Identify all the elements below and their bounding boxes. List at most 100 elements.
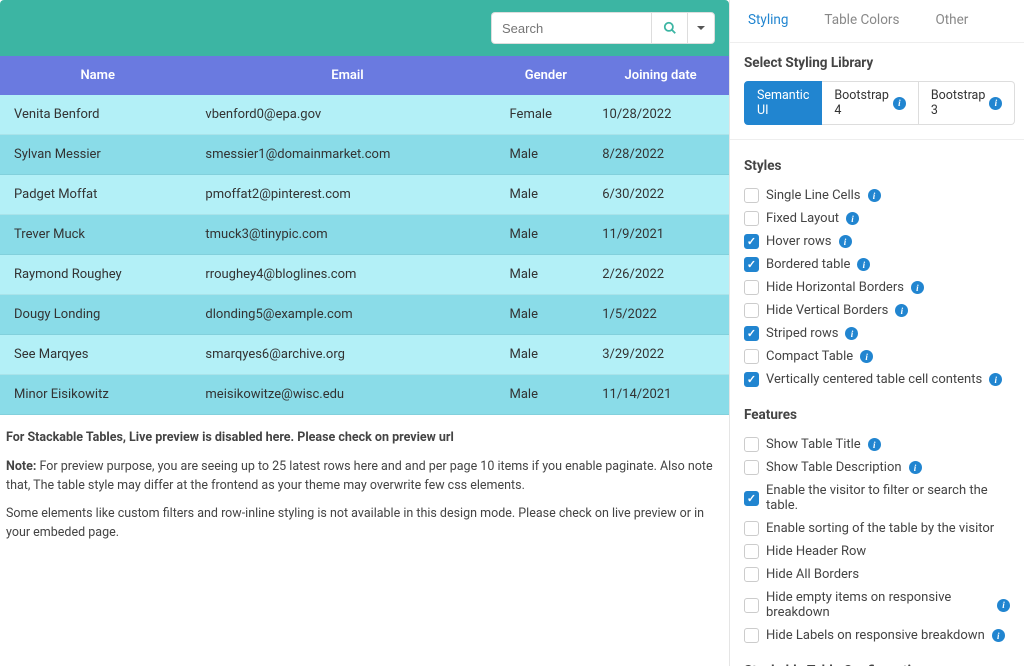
table-row[interactable]: Venita Benfordvbenford0@epa.govFemale10/…	[0, 95, 729, 135]
table-cell: 3/29/2022	[592, 335, 729, 375]
info-icon[interactable]	[989, 373, 1002, 386]
info-icon	[989, 97, 1002, 110]
stackable-section: Stackable Table Configuration Enable Sta…	[730, 651, 1024, 666]
checkbox-option[interactable]: Hide Header Row	[744, 540, 1010, 563]
checkbox-icon	[744, 521, 759, 536]
column-header[interactable]: Joining date	[592, 56, 729, 95]
table-row[interactable]: Sylvan Messiersmessier1@domainmarket.com…	[0, 135, 729, 175]
checkbox-icon	[744, 544, 759, 559]
column-header[interactable]: Gender	[500, 56, 593, 95]
checkbox-label: Hide empty items on responsive breakdown	[766, 590, 990, 620]
info-icon[interactable]	[909, 461, 922, 474]
table-cell: Male	[500, 255, 593, 295]
table-cell: Male	[500, 375, 593, 415]
library-option[interactable]: Semantic UI	[744, 81, 822, 125]
checkbox-option[interactable]: Fixed Layout	[744, 207, 1010, 230]
tab-other[interactable]: Other	[917, 0, 986, 42]
checkbox-icon	[744, 349, 759, 364]
table-cell: Male	[500, 215, 593, 255]
checkbox-icon	[744, 280, 759, 295]
info-icon[interactable]	[839, 235, 852, 248]
table-cell: Male	[500, 295, 593, 335]
table-cell: Dougy Londing	[0, 295, 195, 335]
checkbox-option[interactable]: Show Table Title	[744, 433, 1010, 456]
table-cell: 11/9/2021	[592, 215, 729, 255]
info-icon[interactable]	[846, 212, 859, 225]
data-table: NameEmailGenderJoining date Venita Benfo…	[0, 56, 729, 415]
settings-panel: StylingTable ColorsOther Select Styling …	[729, 0, 1024, 666]
info-icon[interactable]	[860, 350, 873, 363]
table-cell: 2/26/2022	[592, 255, 729, 295]
search-bar	[0, 0, 729, 56]
table-row[interactable]: Padget Moffatpmoffat2@pinterest.comMale6…	[0, 175, 729, 215]
checkbox-icon	[744, 567, 759, 582]
table-row[interactable]: Dougy Londingdlonding5@example.comMale1/…	[0, 295, 729, 335]
tab-table-colors[interactable]: Table Colors	[806, 0, 917, 42]
checkbox-label: Hover rows	[766, 234, 832, 249]
notes-line3: Some elements like custom filters and ro…	[6, 505, 723, 543]
checkbox-icon	[744, 257, 759, 272]
table-cell: dlonding5@example.com	[195, 295, 499, 335]
table-cell: meisikowitze@wisc.edu	[195, 375, 499, 415]
checkbox-option[interactable]: Hover rows	[744, 230, 1010, 253]
info-icon[interactable]	[857, 258, 870, 271]
checkbox-option[interactable]: Show Table Description	[744, 456, 1010, 479]
info-icon[interactable]	[868, 438, 881, 451]
checkbox-option[interactable]: Vertically centered table cell contents	[744, 368, 1010, 391]
styles-section: Styles Single Line CellsFixed LayoutHove…	[730, 146, 1024, 395]
checkbox-label: Enable the visitor to filter or search t…	[766, 483, 1010, 513]
checkbox-option[interactable]: Single Line Cells	[744, 184, 1010, 207]
table-cell: 11/14/2021	[592, 375, 729, 415]
table-cell: smessier1@domainmarket.com	[195, 135, 499, 175]
library-option[interactable]: Bootstrap 3	[919, 81, 1016, 125]
settings-tabs: StylingTable ColorsOther	[730, 0, 1024, 43]
table-cell: Trever Muck	[0, 215, 195, 255]
info-icon[interactable]	[845, 327, 858, 340]
checkbox-option[interactable]: Hide empty items on responsive breakdown	[744, 586, 1010, 624]
info-icon[interactable]	[997, 599, 1010, 612]
table-row[interactable]: Raymond Rougheyrroughey4@bloglines.comMa…	[0, 255, 729, 295]
checkbox-label: Vertically centered table cell contents	[766, 372, 982, 387]
checkbox-icon	[744, 234, 759, 249]
features-section: Features Show Table TitleShow Table Desc…	[730, 395, 1024, 651]
checkbox-icon	[744, 628, 759, 643]
column-header[interactable]: Email	[195, 56, 499, 95]
checkbox-option[interactable]: Hide Vertical Borders	[744, 299, 1010, 322]
checkbox-label: Compact Table	[766, 349, 853, 364]
library-option[interactable]: Bootstrap 4	[822, 81, 919, 125]
checkbox-option[interactable]: Enable the visitor to filter or search t…	[744, 479, 1010, 517]
info-icon[interactable]	[868, 189, 881, 202]
table-cell: Minor Eisikowitz	[0, 375, 195, 415]
info-icon[interactable]	[911, 281, 924, 294]
table-cell: vbenford0@epa.gov	[195, 95, 499, 135]
info-icon[interactable]	[895, 304, 908, 317]
checkbox-label: Hide Vertical Borders	[766, 303, 888, 318]
table-row[interactable]: Trever Mucktmuck3@tinypic.comMale11/9/20…	[0, 215, 729, 255]
table-cell: smarqyes6@archive.org	[195, 335, 499, 375]
checkbox-option[interactable]: Enable sorting of the table by the visit…	[744, 517, 1010, 540]
checkbox-option[interactable]: Bordered table	[744, 253, 1010, 276]
table-row[interactable]: See Marqyessmarqyes6@archive.orgMale3/29…	[0, 335, 729, 375]
checkbox-label: Enable sorting of the table by the visit…	[766, 521, 994, 536]
checkbox-option[interactable]: Hide Horizontal Borders	[744, 276, 1010, 299]
styling-library-section: Select Styling Library Semantic UIBootst…	[730, 43, 1024, 133]
checkbox-option[interactable]: Hide All Borders	[744, 563, 1010, 586]
table-row[interactable]: Minor Eisikowitzmeisikowitze@wisc.eduMal…	[0, 375, 729, 415]
search-input[interactable]	[491, 12, 651, 44]
checkbox-icon	[744, 372, 759, 387]
table-cell: Male	[500, 175, 593, 215]
info-icon	[893, 97, 906, 110]
checkbox-option[interactable]: Compact Table	[744, 345, 1010, 368]
tab-styling[interactable]: Styling	[730, 0, 806, 42]
checkbox-option[interactable]: Hide Labels on responsive breakdown	[744, 624, 1010, 647]
checkbox-option[interactable]: Striped rows	[744, 322, 1010, 345]
features-title: Features	[744, 407, 1010, 423]
table-cell: Sylvan Messier	[0, 135, 195, 175]
table-cell: Padget Moffat	[0, 175, 195, 215]
info-icon[interactable]	[992, 629, 1005, 642]
search-dropdown-button[interactable]	[687, 12, 715, 44]
notes-line2: Note: For preview purpose, you are seein…	[6, 458, 723, 496]
search-button[interactable]	[651, 12, 687, 44]
column-header[interactable]: Name	[0, 56, 195, 95]
table-cell: tmuck3@tinypic.com	[195, 215, 499, 255]
